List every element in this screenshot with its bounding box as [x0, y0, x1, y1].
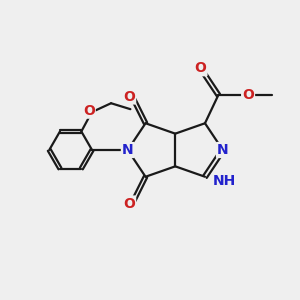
Text: O: O [83, 104, 95, 118]
Text: N: N [122, 143, 134, 157]
Text: N: N [217, 143, 229, 157]
Text: O: O [242, 88, 254, 102]
Text: O: O [195, 61, 206, 75]
Text: O: O [123, 89, 135, 103]
Text: NH: NH [212, 174, 236, 188]
Text: O: O [123, 196, 135, 211]
